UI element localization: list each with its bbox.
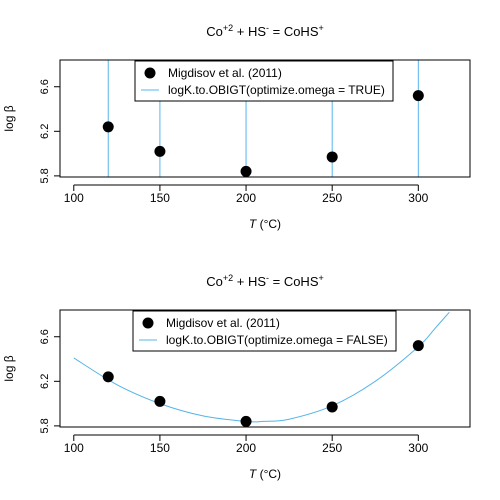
chart-panel-top: Co+2 + HS- = CoHS+100 150 200 250 3005.86.26… — [2, 23, 471, 231]
title-base1: Co — [206, 24, 223, 39]
y-tick-label-2: 6.6 — [39, 79, 51, 94]
legend-entry-1: logK.to.OBIGT(optimize.omega = FALSE) — [166, 333, 388, 347]
y-tick-label-1: 6.2 — [39, 374, 51, 389]
plot-frame — [59, 59, 471, 178]
title-base1: Co — [206, 274, 223, 289]
title-mid: + HS — [233, 274, 266, 289]
title-mid: + HS — [233, 24, 266, 39]
x-tick-label-2: 200 — [236, 441, 256, 455]
legend: Migdisov et al. (2011) logK.to.OBIGT(opti… — [132, 310, 397, 352]
legend-entry-0: Migdisov et al. (2011) — [168, 66, 282, 80]
data-point-2 — [240, 165, 252, 177]
plot-frame — [59, 309, 471, 428]
legend-box — [134, 60, 394, 102]
x-tick-label-0: 100 — [64, 441, 84, 455]
chart-panel-bottom: Co+2 + HS- = CoHS+100 150 200 250 3005.86.26… — [2, 273, 471, 481]
title-mid2: = CoHS — [269, 274, 319, 289]
title-sup1: +2 — [223, 273, 233, 283]
data-point-1 — [154, 395, 166, 407]
chart-title: Co+2 + HS- = CoHS+ — [206, 273, 324, 289]
data-point-4 — [412, 90, 424, 102]
legend-entry-0: Migdisov et al. (2011) — [166, 316, 280, 330]
legend: Migdisov et al. (2011) logK.to.OBIGT(opti… — [134, 60, 394, 102]
x-tick-label-1: 150 — [150, 191, 170, 205]
y-tick-label-0: 5.8 — [39, 418, 51, 433]
x-tick-label-3: 250 — [322, 441, 342, 455]
x-tick-label-4: 300 — [408, 191, 428, 205]
legend-point-icon — [142, 317, 154, 329]
x-tick-label-1: 150 — [150, 441, 170, 455]
x-tick-label-4: 300 — [408, 441, 428, 455]
x-axis-label: T (°C) — [249, 467, 281, 481]
x-tick-label-3: 250 — [322, 191, 342, 205]
data-point-0 — [102, 371, 114, 383]
x-axis-label: T (°C) — [249, 217, 281, 231]
title-mid2: = CoHS — [269, 24, 319, 39]
title-sup3: + — [319, 273, 324, 283]
data-point-3 — [326, 401, 338, 413]
legend-entry-1: logK.to.OBIGT(optimize.omega = TRUE) — [168, 83, 385, 97]
data-point-1 — [154, 145, 166, 157]
chart-title: Co+2 + HS- = CoHS+ — [206, 23, 324, 39]
legend-box — [132, 310, 397, 352]
title-sup3: + — [319, 23, 324, 33]
data-point-0 — [102, 121, 114, 133]
x-tick-label-2: 200 — [236, 191, 256, 205]
data-point-3 — [326, 151, 338, 163]
title-sup2: - — [266, 23, 269, 33]
x-tick-label-0: 100 — [64, 191, 84, 205]
data-point-4 — [412, 340, 424, 352]
y-tick-label-1: 6.2 — [39, 124, 51, 139]
y-axis-label: log β — [2, 355, 16, 381]
legend-point-icon — [144, 67, 156, 79]
data-point-2 — [240, 415, 252, 427]
y-axis-label: log β — [2, 105, 16, 131]
y-tick-label-0: 5.8 — [39, 168, 51, 183]
title-sup2: - — [266, 273, 269, 283]
title-sup1: +2 — [223, 23, 233, 33]
y-tick-label-2: 6.6 — [39, 329, 51, 344]
